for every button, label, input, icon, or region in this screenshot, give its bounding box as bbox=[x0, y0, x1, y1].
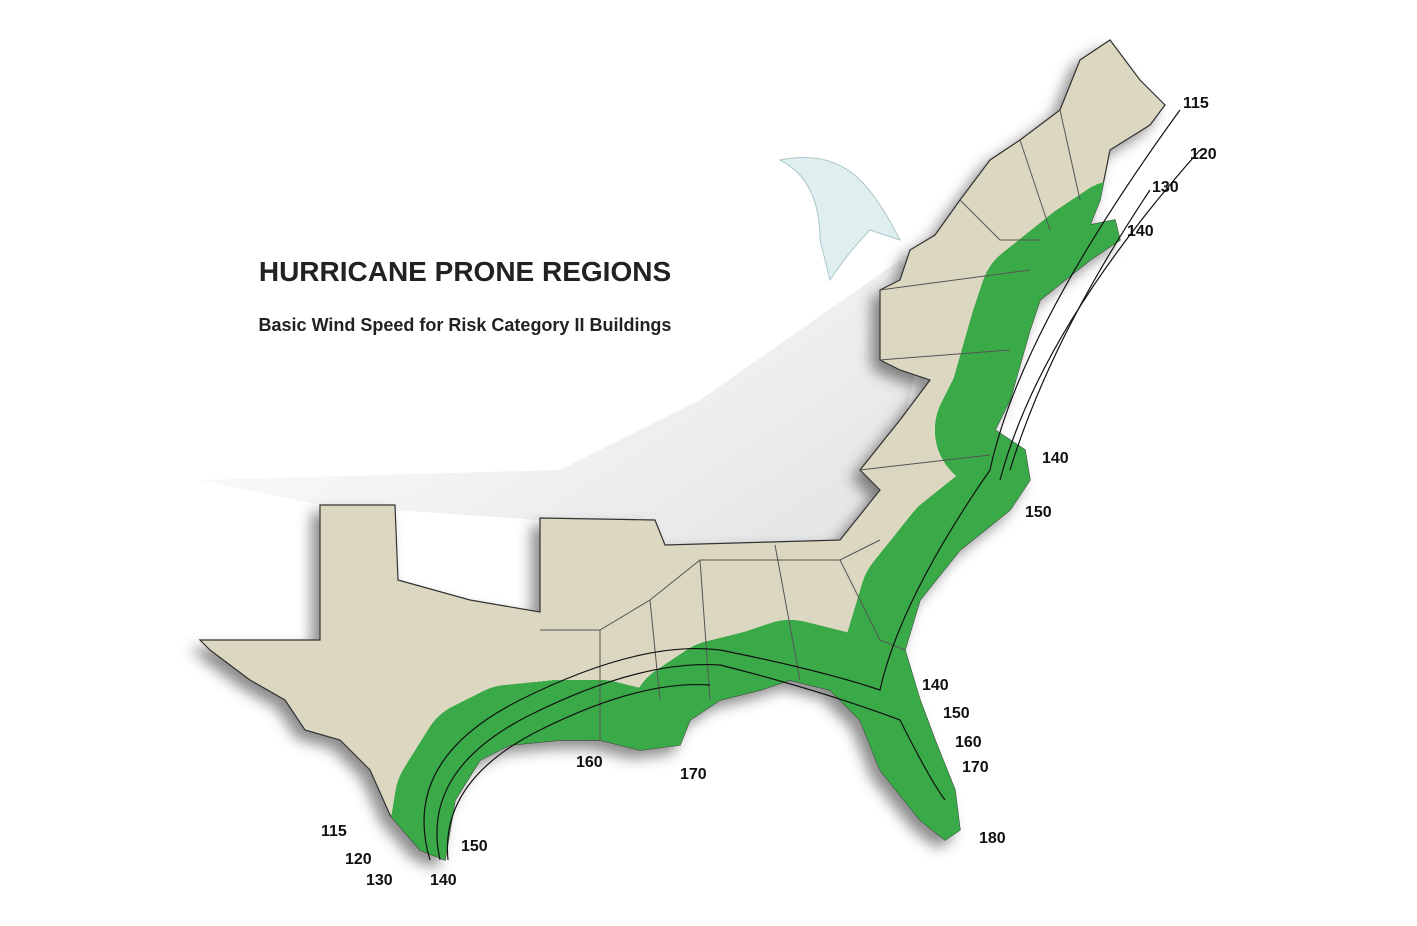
wind-label: 140 bbox=[1042, 450, 1069, 467]
map-title: HURRICANE PRONE REGIONS bbox=[259, 256, 671, 287]
contour-lines bbox=[423, 109, 1201, 861]
map-subtitle: Basic Wind Speed for Risk Category II Bu… bbox=[259, 315, 672, 335]
wind-label: 115 bbox=[321, 823, 347, 840]
wind-label: 115 bbox=[1183, 95, 1209, 112]
wind-label: 140 bbox=[922, 677, 949, 694]
wind-label: 150 bbox=[943, 705, 970, 722]
wind-label: 180 bbox=[979, 830, 1006, 847]
wind-label: 130 bbox=[366, 872, 393, 889]
wind-label: 170 bbox=[962, 759, 989, 776]
background-region bbox=[200, 157, 930, 545]
contour-labels: 115 120 130 140 140 150 140 150 160 170 … bbox=[321, 95, 1217, 889]
wind-label: 140 bbox=[1127, 223, 1154, 240]
wind-label: 120 bbox=[1190, 146, 1217, 163]
wind-label: 140 bbox=[430, 872, 457, 889]
wind-label: 160 bbox=[576, 754, 603, 771]
wind-label: 170 bbox=[680, 766, 707, 783]
wind-label: 160 bbox=[955, 734, 982, 751]
wind-label: 130 bbox=[1152, 179, 1179, 196]
wind-label: 120 bbox=[345, 851, 372, 868]
wind-label: 150 bbox=[461, 838, 488, 855]
wind-label: 150 bbox=[1025, 504, 1052, 521]
